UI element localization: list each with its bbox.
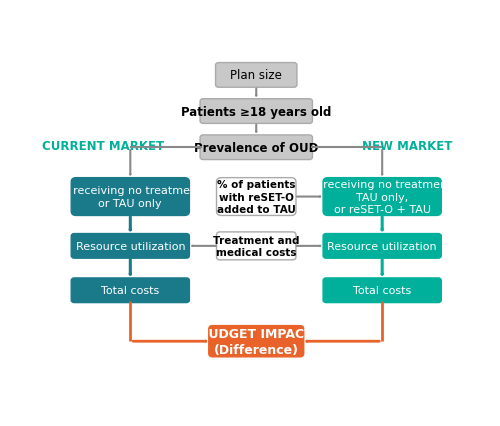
FancyBboxPatch shape bbox=[216, 232, 296, 260]
Text: Resource utilization: Resource utilization bbox=[328, 241, 437, 251]
FancyBboxPatch shape bbox=[200, 135, 312, 160]
Text: Treatment and
medical costs: Treatment and medical costs bbox=[213, 235, 300, 257]
FancyBboxPatch shape bbox=[71, 278, 190, 303]
FancyBboxPatch shape bbox=[71, 178, 190, 216]
Text: Resource utilization: Resource utilization bbox=[76, 241, 185, 251]
Text: % receiving no treatment
or TAU only: % receiving no treatment or TAU only bbox=[59, 186, 202, 208]
Text: % of patients
with reSET-O
added to TAU: % of patients with reSET-O added to TAU bbox=[217, 180, 296, 214]
Text: CURRENT MARKET: CURRENT MARKET bbox=[42, 140, 164, 153]
Text: Prevalence of OUD: Prevalence of OUD bbox=[194, 141, 318, 154]
Text: Total costs: Total costs bbox=[353, 285, 412, 296]
FancyBboxPatch shape bbox=[209, 326, 304, 357]
FancyBboxPatch shape bbox=[216, 178, 296, 216]
Text: Total costs: Total costs bbox=[101, 285, 160, 296]
Text: NEW MARKET: NEW MARKET bbox=[362, 140, 452, 153]
FancyBboxPatch shape bbox=[323, 234, 442, 259]
Text: Plan size: Plan size bbox=[230, 69, 282, 82]
FancyBboxPatch shape bbox=[200, 100, 312, 124]
FancyBboxPatch shape bbox=[323, 278, 442, 303]
FancyBboxPatch shape bbox=[323, 178, 442, 216]
Text: % receiving no treatment,
TAU only,
or reSET-O + TAU: % receiving no treatment, TAU only, or r… bbox=[309, 180, 455, 214]
FancyBboxPatch shape bbox=[216, 63, 297, 88]
Text: BUDGET IMPACT
(Difference): BUDGET IMPACT (Difference) bbox=[200, 327, 313, 356]
Text: Patients ≥18 years old: Patients ≥18 years old bbox=[181, 105, 332, 118]
FancyBboxPatch shape bbox=[71, 234, 190, 259]
